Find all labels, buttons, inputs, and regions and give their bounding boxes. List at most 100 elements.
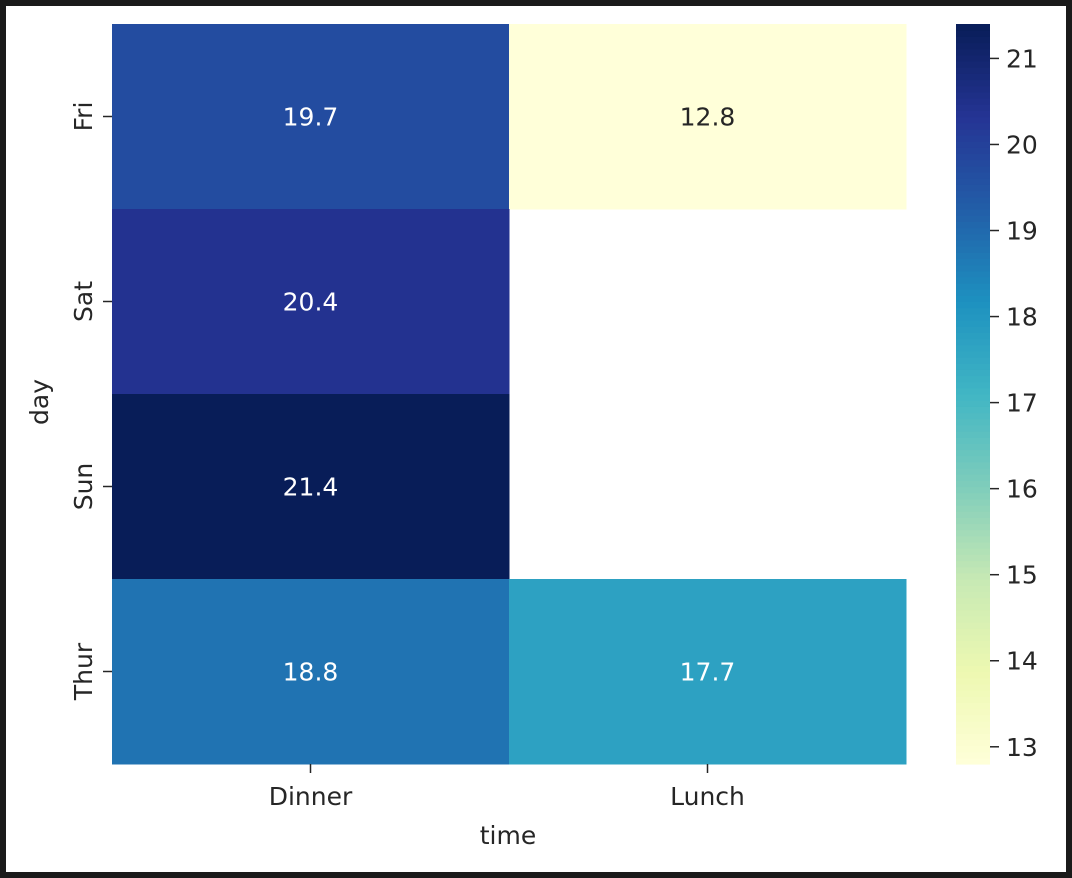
colorbar-band [956, 677, 990, 685]
colorbar-band [956, 609, 990, 617]
colorbar-band [956, 492, 990, 500]
x-axis-label: time [480, 821, 536, 850]
colorbar-tick-label: 17 [1006, 389, 1038, 418]
colorbar-band [956, 616, 990, 623]
colorbar-band [956, 326, 990, 333]
colorbar-band [956, 313, 990, 321]
colorbar-band [956, 110, 990, 118]
colorbar-band [956, 381, 990, 389]
colorbar-band [956, 375, 990, 383]
cell-value-label: 12.8 [680, 103, 736, 132]
colorbar-band [956, 67, 990, 74]
colorbar-tick-label: 19 [1006, 217, 1038, 246]
colorbar-band [956, 498, 990, 506]
colorbar-band [956, 751, 990, 759]
heatmap-chart: 19.7 12.8 20.4 21.4 18.8 17.7 Dinner Lunch Fri S… [25, 24, 1038, 850]
heatmap-cell [112, 209, 510, 395]
colorbar-band [956, 141, 990, 148]
colorbar-band [956, 252, 990, 259]
colorbar-band [956, 301, 990, 309]
colorbar-band [956, 603, 990, 611]
colorbar-band [956, 745, 990, 753]
colorbar-band [956, 474, 990, 481]
colorbar-band [956, 671, 990, 679]
cell-value-label: 18.8 [283, 658, 339, 687]
colorbar-band [956, 449, 990, 457]
colorbar-band [956, 720, 990, 728]
colorbar-band [956, 135, 990, 142]
colorbar-band [956, 369, 990, 377]
colorbar-band [956, 332, 990, 340]
colorbar-band [956, 184, 990, 192]
colorbar-band [956, 696, 990, 703]
colorbar-band [956, 683, 990, 691]
colorbar-band [956, 61, 990, 68]
colorbar-band [956, 202, 990, 210]
colorbar-band [956, 172, 990, 179]
colorbar-band [956, 727, 990, 734]
colorbar-band [956, 122, 990, 130]
colorbar-band [956, 363, 990, 370]
colorbar-band [956, 264, 990, 272]
colorbar-band [956, 659, 990, 666]
colorbar-band [956, 646, 990, 654]
colorbar-band [956, 128, 990, 136]
colorbar-band [956, 757, 990, 765]
figure: 19.7 12.8 20.4 21.4 18.8 17.7 Dinner Lunch Fri S… [6, 6, 1066, 872]
colorbar-band [956, 486, 990, 494]
colorbar-band [956, 566, 990, 574]
y-tick-label: Sun [69, 463, 98, 511]
y-tick-label: Thur [69, 642, 98, 701]
colorbar-band [956, 91, 990, 99]
y-tick-label: Sat [69, 281, 98, 322]
colorbar-band [956, 529, 990, 537]
heatmap-cell [112, 579, 510, 765]
colorbar-band [956, 424, 990, 432]
colorbar-band [956, 320, 990, 327]
colorbar-band [956, 455, 990, 463]
colorbar-band [956, 523, 990, 531]
colorbar-band [956, 708, 990, 716]
colorbar-band [956, 246, 990, 253]
colorbar-band [956, 418, 990, 426]
colorbar-band [956, 98, 990, 105]
colorbar-band [956, 357, 990, 364]
colorbar-band [956, 400, 990, 407]
colorbar-band [956, 221, 990, 229]
heatmap-cell [509, 24, 907, 210]
colorbar-band [956, 431, 990, 438]
colorbar-band [956, 461, 990, 469]
heatmap-cell [509, 579, 907, 765]
colorbar-band [956, 443, 990, 451]
colorbar-tick-label: 15 [1006, 561, 1038, 590]
colorbar-band [956, 153, 990, 161]
colorbar-band [956, 437, 990, 444]
colorbar-band [956, 215, 990, 222]
heatmap-axes: Dinner Lunch Fri Sat Sun Thur [69, 102, 745, 811]
colorbar-band [956, 714, 990, 722]
colorbar-band [956, 412, 990, 420]
colorbar-band [956, 258, 990, 266]
colorbar-band [956, 42, 990, 50]
cell-value-label: 20.4 [283, 288, 339, 317]
colorbar-band [956, 591, 990, 599]
colorbar-band [956, 233, 990, 241]
colorbar-tick-label: 14 [1006, 647, 1038, 676]
colorbar-band [956, 190, 990, 198]
x-tick-label: Lunch [670, 782, 745, 811]
colorbar-band [956, 572, 990, 580]
colorbar-band [956, 554, 990, 562]
heatmap-cell [112, 394, 510, 580]
colorbar-band [956, 480, 990, 488]
colorbar-band [956, 628, 990, 636]
colorbar-band [956, 30, 990, 37]
colorbar-band [956, 640, 990, 648]
colorbar-band [956, 73, 990, 81]
colorbar-band [956, 406, 990, 414]
colorbar-band [956, 307, 990, 315]
colorbar-band [956, 159, 990, 167]
cell-value-label: 21.4 [283, 473, 339, 502]
colorbar-band [956, 79, 990, 87]
colorbar-band [956, 665, 990, 673]
colorbar-band [956, 511, 990, 518]
